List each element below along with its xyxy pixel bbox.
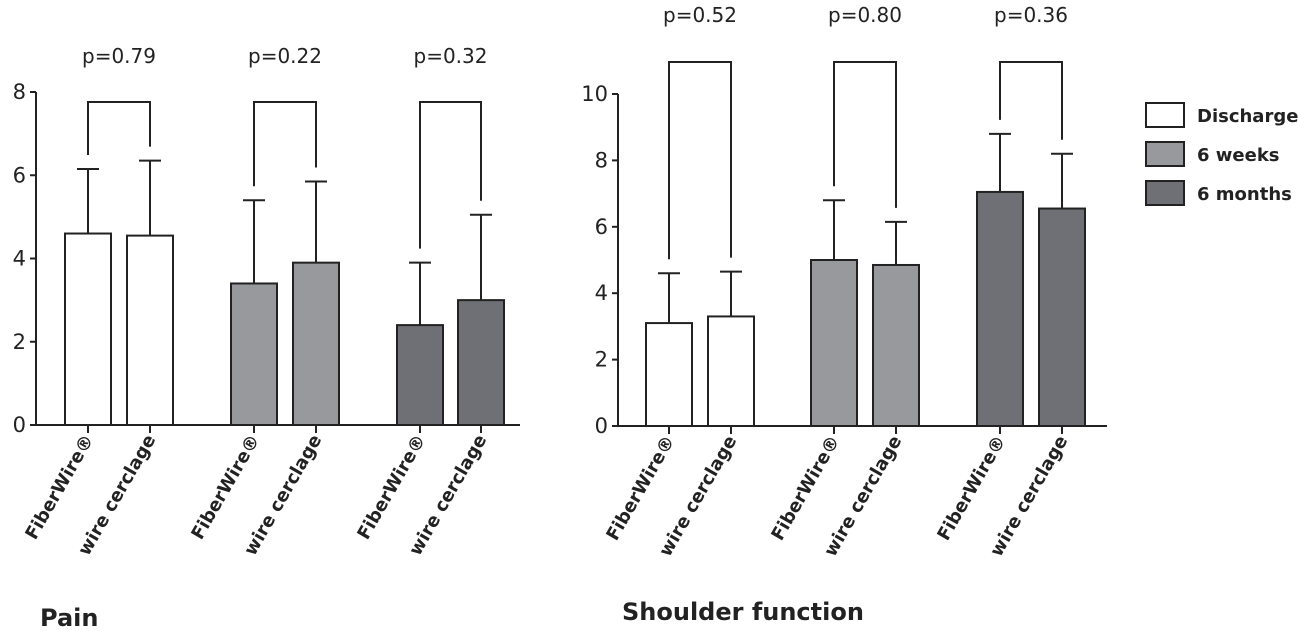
significance-bracket <box>833 61 897 208</box>
y-tick-label: 4 <box>595 281 608 305</box>
y-tick-label: 6 <box>13 163 26 187</box>
y-tick-label: 8 <box>13 80 26 104</box>
bar-6-weeks <box>292 261 340 426</box>
bar-6-months <box>457 299 505 426</box>
y-tick-label: 4 <box>13 247 26 271</box>
p-value-label: p=0.79 <box>82 44 156 68</box>
legend-swatch <box>1145 180 1185 206</box>
bar-6-weeks <box>230 282 278 426</box>
bar-discharge <box>645 322 693 427</box>
bar-6-months <box>1038 207 1086 427</box>
bar-6-months <box>396 324 444 427</box>
bar-discharge <box>64 232 112 426</box>
y-tick-label: 6 <box>595 215 608 239</box>
significance-bracket <box>419 101 482 249</box>
bar-6-weeks <box>810 259 858 427</box>
significance-bracket <box>668 61 732 260</box>
bar-6-weeks <box>872 263 920 428</box>
legend-label: 6 months <box>1197 184 1292 205</box>
p-value-label: p=0.22 <box>248 44 322 68</box>
p-value-label: p=0.32 <box>414 44 488 68</box>
bar-discharge <box>126 234 174 426</box>
legend-swatch <box>1145 141 1185 167</box>
y-tick-label: 10 <box>581 82 608 106</box>
legend-label: 6 weeks <box>1197 145 1280 166</box>
p-value-label: p=0.36 <box>994 3 1068 27</box>
y-tick-label: 2 <box>13 330 26 354</box>
y-tick-label: 0 <box>13 413 26 437</box>
significance-bracket <box>999 61 1063 140</box>
y-tick-label: 8 <box>595 148 608 172</box>
p-value-label: p=0.80 <box>828 3 902 27</box>
legend-swatch <box>1145 102 1185 128</box>
bar-discharge <box>707 315 755 427</box>
p-value-label: p=0.52 <box>663 3 737 27</box>
bar-6-months <box>976 190 1024 427</box>
significance-bracket <box>253 101 317 187</box>
panel-title: Pain <box>40 604 98 631</box>
y-tick-label: 0 <box>595 414 608 438</box>
significance-bracket <box>87 101 151 156</box>
panel-title: Shoulder function <box>622 598 864 626</box>
legend-label: Discharge <box>1197 106 1298 127</box>
y-tick-label: 2 <box>595 348 608 372</box>
